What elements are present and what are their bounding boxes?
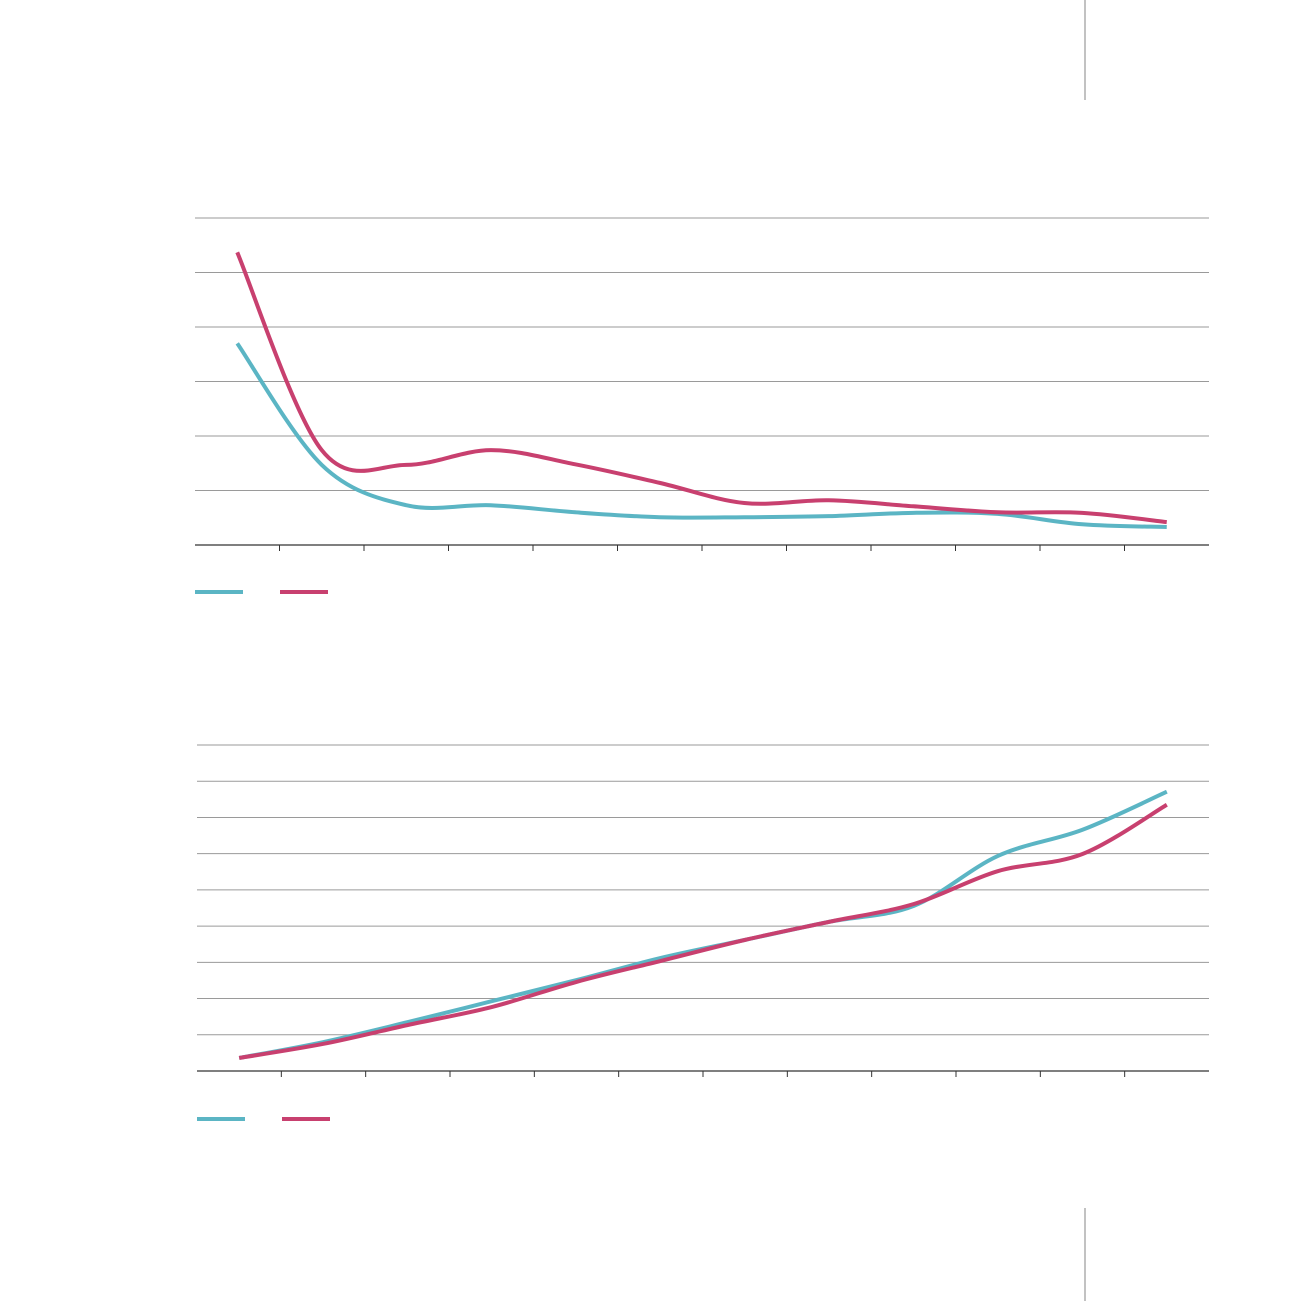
line bbox=[238, 803, 1168, 1060]
line bbox=[235, 251, 1167, 525]
line bbox=[238, 789, 1168, 1060]
line bbox=[235, 342, 1167, 530]
